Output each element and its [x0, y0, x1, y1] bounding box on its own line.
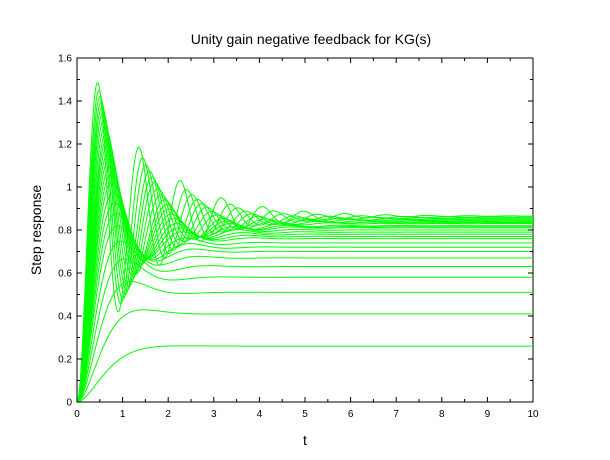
series-line-8 [76, 202, 533, 403]
series-line-23 [76, 95, 533, 403]
series-line-3 [76, 280, 533, 403]
y-axis-ticks: 0 0.2 0.4 0.6 0.8 1 1.2 1.4 1.6 [58, 54, 533, 409]
series-line-10 [76, 181, 533, 403]
x-tick-label: 5 [302, 409, 308, 420]
x-tick-label: 2 [165, 409, 171, 420]
y-tick-label: 1.2 [58, 140, 72, 151]
series-line-6 [76, 225, 533, 403]
x-tick-label: 1 [120, 409, 126, 420]
y-tick-label: 0.8 [58, 226, 72, 237]
series-line-17 [76, 132, 533, 403]
series-line-4 [76, 258, 533, 403]
x-axis-ticks: 0 1 2 3 4 5 6 7 8 9 10 [74, 58, 539, 420]
x-tick-label: 4 [257, 409, 263, 420]
series-line-19 [76, 119, 533, 403]
series-line-15 [76, 144, 533, 403]
series-line-13 [76, 158, 533, 403]
y-tick-label: 1.6 [58, 54, 72, 65]
series-line-7 [76, 212, 533, 403]
series-group [76, 82, 534, 403]
y-tick-label: 1 [66, 183, 72, 194]
series-line-24 [76, 90, 534, 403]
y-tick-label: 0.2 [58, 355, 72, 366]
y-tick-label: 0.6 [58, 269, 72, 280]
series-line-2 [76, 309, 533, 403]
series-line-12 [76, 166, 533, 403]
x-tick-label: 8 [439, 409, 445, 420]
x-tick-label: 9 [485, 409, 491, 420]
y-tick-label: 1.4 [58, 97, 72, 108]
series-line-18 [76, 125, 533, 403]
series-line-25 [76, 82, 533, 403]
y-axis-label: Step response [28, 185, 44, 275]
series-line-20 [76, 112, 533, 403]
x-tick-label: 6 [348, 409, 354, 420]
y-tick-label: 0 [66, 398, 72, 409]
x-tick-label: 3 [211, 409, 217, 420]
x-axis-label: t [303, 432, 307, 448]
x-tick-label: 7 [393, 409, 399, 420]
x-tick-label: 0 [74, 409, 80, 420]
y-tick-label: 0.4 [58, 312, 72, 323]
x-tick-label: 10 [527, 409, 539, 420]
series-line-1 [76, 345, 533, 403]
series-line-5 [76, 240, 533, 403]
chart-title: Unity gain negative feedback for KG(s) [191, 31, 431, 47]
series-line-11 [76, 174, 533, 403]
series-line-9 [76, 192, 533, 403]
